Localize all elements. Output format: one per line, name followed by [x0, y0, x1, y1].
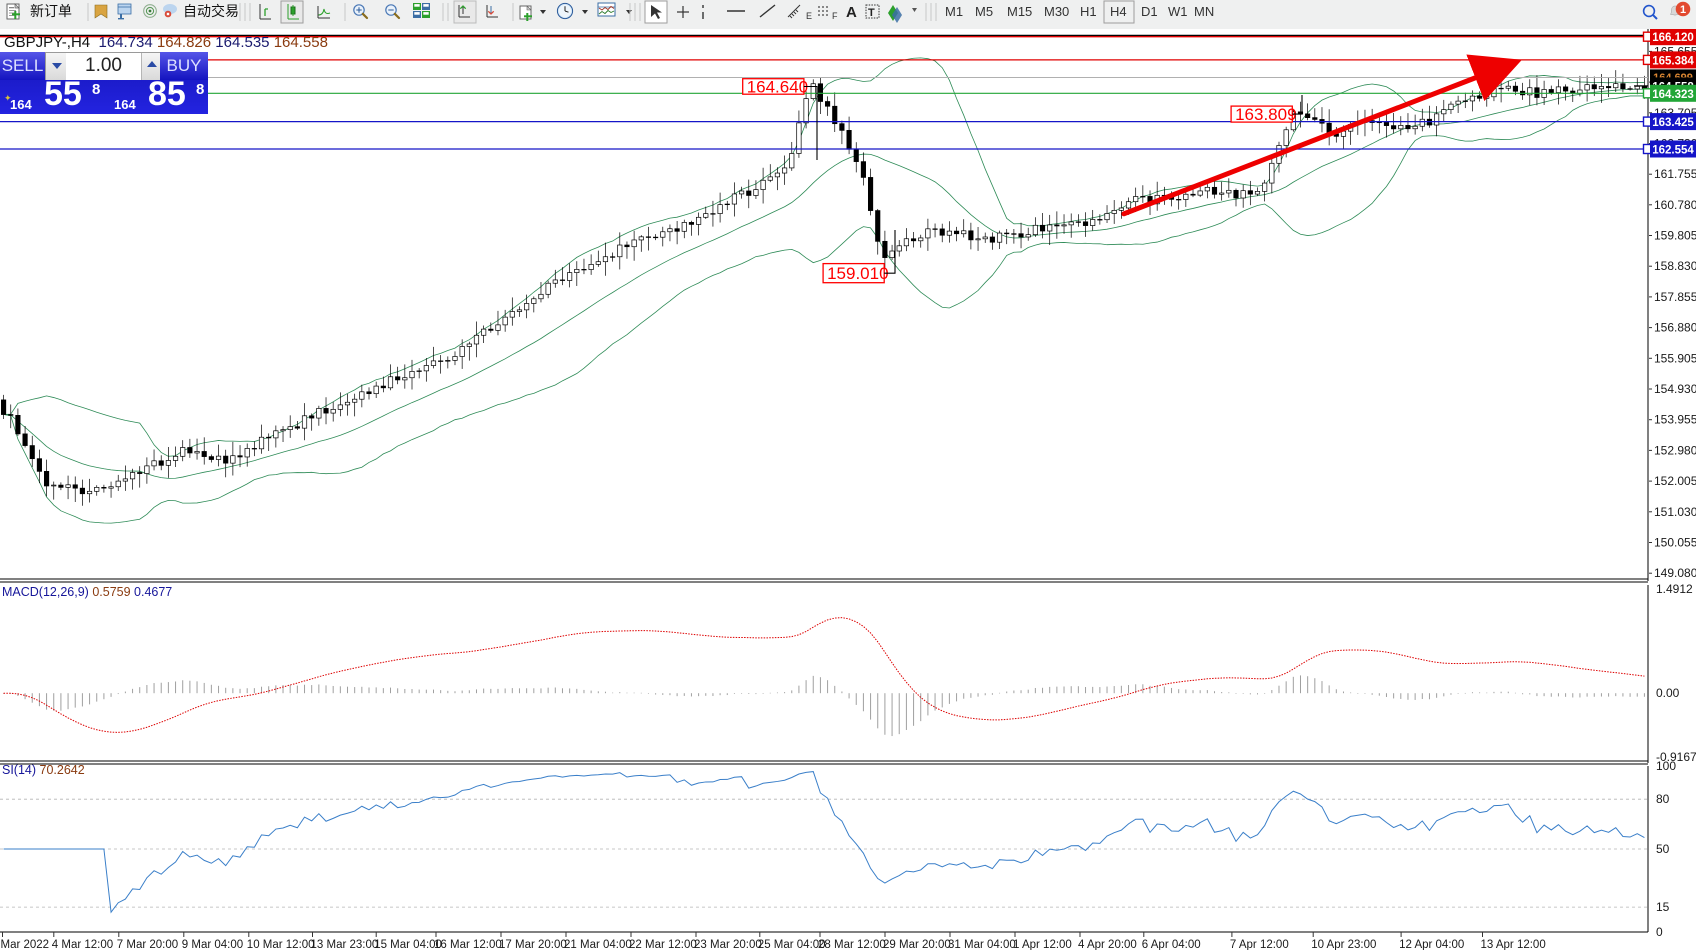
svg-text:E: E	[806, 11, 812, 21]
svg-text:自动交易: 自动交易	[183, 3, 239, 19]
svg-text:10 Mar 12:00: 10 Mar 12:00	[247, 939, 315, 950]
svg-text:21 Mar 04:00: 21 Mar 04:00	[564, 939, 632, 950]
svg-text:23 Mar 20:00: 23 Mar 20:00	[694, 939, 762, 950]
svg-text:163.425: 163.425	[1652, 117, 1694, 129]
svg-text:159.805: 159.805	[1654, 229, 1696, 243]
svg-text:1: 1	[1680, 4, 1686, 16]
svg-text:157.855: 157.855	[1654, 290, 1696, 304]
svg-text:153.955: 153.955	[1654, 413, 1696, 427]
svg-text:H1: H1	[1080, 4, 1097, 19]
svg-text:0: 0	[1656, 925, 1663, 939]
svg-text:162.554: 162.554	[1652, 145, 1694, 157]
svg-text:M30: M30	[1044, 4, 1069, 19]
svg-text:W1: W1	[1168, 4, 1188, 19]
svg-text:M15: M15	[1007, 4, 1032, 19]
svg-text:M5: M5	[975, 4, 993, 19]
svg-text:158.830: 158.830	[1654, 259, 1696, 273]
svg-text:9 Mar 04:00: 9 Mar 04:00	[182, 939, 243, 950]
svg-text:155.905: 155.905	[1654, 351, 1696, 365]
svg-text:80: 80	[1656, 792, 1670, 806]
svg-text:163.809: 163.809	[1235, 105, 1296, 124]
svg-text:1 Apr 12:00: 1 Apr 12:00	[1013, 939, 1072, 950]
svg-text:149.080: 149.080	[1654, 566, 1696, 580]
svg-text:166.120: 166.120	[1652, 32, 1694, 44]
svg-text:164.640: 164.640	[747, 78, 808, 97]
svg-text:22 Mar 12:00: 22 Mar 12:00	[629, 939, 697, 950]
svg-text:MN: MN	[1194, 4, 1214, 19]
svg-text:1.4912: 1.4912	[1656, 582, 1693, 596]
svg-text:150.055: 150.055	[1654, 536, 1696, 550]
svg-text:29 Mar 20:00: 29 Mar 20:00	[883, 939, 951, 950]
svg-text:17 Mar 20:00: 17 Mar 20:00	[499, 939, 567, 950]
svg-text:Mar 2022: Mar 2022	[1, 939, 50, 950]
svg-text:31 Mar 04:00: 31 Mar 04:00	[948, 939, 1016, 950]
svg-text:152.005: 152.005	[1654, 474, 1696, 488]
svg-text:D1: D1	[1141, 4, 1158, 19]
svg-text:13 Mar 23:00: 13 Mar 23:00	[311, 939, 379, 950]
svg-text:新订单: 新订单	[30, 3, 72, 19]
svg-text:16 Mar 12:00: 16 Mar 12:00	[434, 939, 502, 950]
svg-text:15: 15	[1656, 900, 1670, 914]
svg-text:12 Apr 04:00: 12 Apr 04:00	[1399, 939, 1464, 950]
svg-text:25 Mar 04:00: 25 Mar 04:00	[758, 939, 826, 950]
svg-text:15 Mar 04:00: 15 Mar 04:00	[374, 939, 442, 950]
svg-text:161.755: 161.755	[1654, 167, 1696, 181]
svg-text:7 Apr 12:00: 7 Apr 12:00	[1230, 939, 1289, 950]
svg-text:4 Mar 12:00: 4 Mar 12:00	[52, 939, 113, 950]
svg-text:SI(14) 70.2642: SI(14) 70.2642	[2, 763, 85, 777]
svg-text:MACD(12,26,9) 0.5759 0.4677: MACD(12,26,9) 0.5759 0.4677	[2, 585, 172, 599]
svg-text:165.384: 165.384	[1652, 55, 1694, 67]
svg-text:M1: M1	[945, 4, 963, 19]
svg-text:152.980: 152.980	[1654, 443, 1696, 457]
svg-text:50: 50	[1656, 842, 1670, 856]
svg-text:F: F	[832, 11, 838, 21]
svg-text:4 Apr 20:00: 4 Apr 20:00	[1078, 939, 1137, 950]
svg-text:159.010: 159.010	[827, 264, 888, 283]
svg-text:7 Mar 20:00: 7 Mar 20:00	[117, 939, 178, 950]
svg-text:151.030: 151.030	[1654, 505, 1696, 519]
svg-text:A: A	[846, 4, 857, 21]
svg-text:0.00: 0.00	[1656, 686, 1680, 700]
svg-text:13 Apr 12:00: 13 Apr 12:00	[1481, 939, 1546, 950]
svg-text:28 Mar 12:00: 28 Mar 12:00	[818, 939, 886, 950]
svg-text:6 Apr 04:00: 6 Apr 04:00	[1142, 939, 1201, 950]
svg-text:10 Apr 23:00: 10 Apr 23:00	[1311, 939, 1376, 950]
svg-text:100: 100	[1656, 759, 1676, 773]
svg-text:T: T	[868, 7, 875, 19]
svg-text:154.930: 154.930	[1654, 382, 1696, 396]
svg-text:160.780: 160.780	[1654, 198, 1696, 212]
svg-text:H4: H4	[1110, 4, 1127, 19]
svg-text:164.323: 164.323	[1652, 89, 1694, 101]
svg-text:156.880: 156.880	[1654, 321, 1696, 335]
